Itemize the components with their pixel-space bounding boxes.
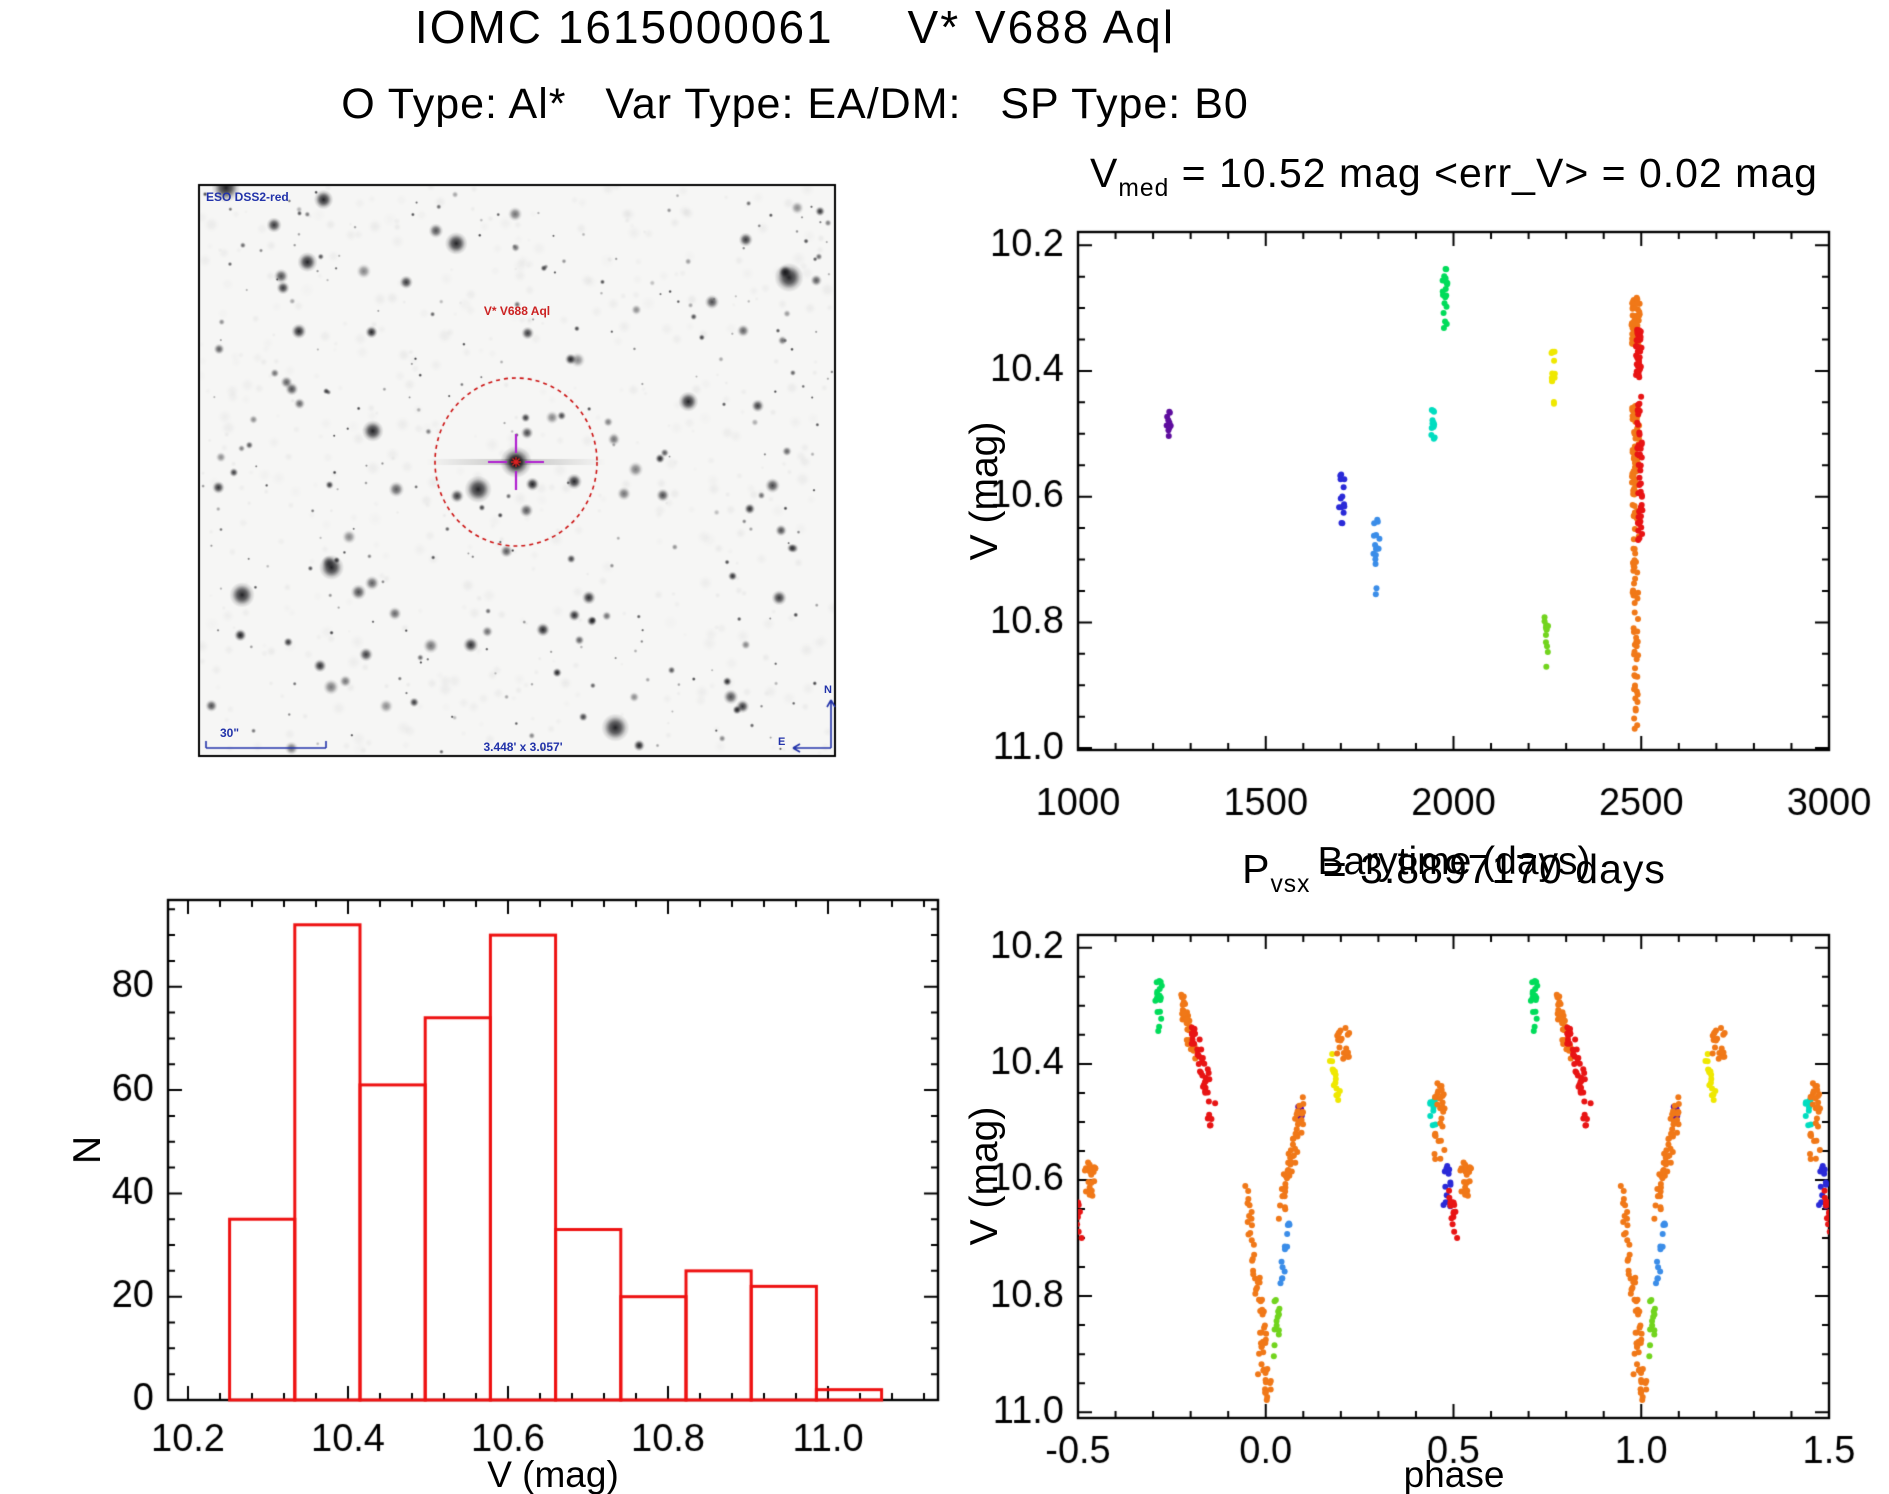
phase-xlabel: phase <box>1403 1454 1505 1494</box>
target-label: V* V688 Aql <box>483 304 551 318</box>
compass-north-label: N <box>824 684 832 696</box>
vmed-subscript: med <box>1118 175 1170 203</box>
pvsx-subscript: vsx <box>1270 871 1311 899</box>
lightcurve-ylabel: V (mag) <box>963 421 1006 561</box>
page-subtitle: O Type: Al* Var Type: EA/DM: SP Type: B0 <box>341 80 1249 128</box>
pvsx-symbol: P <box>1242 846 1271 892</box>
survey-label: ESO DSS2-red <box>206 190 289 204</box>
compass-east-label: E <box>778 736 786 748</box>
histogram-ylabel: N <box>66 1135 109 1165</box>
lightcurve-xlabel: Barytime (days) <box>1317 840 1591 883</box>
phase-ylabel: V (mag) <box>963 1106 1006 1246</box>
scalebar-label: 30" <box>220 726 240 740</box>
phase-title: Pvsx = 3.8897170 days <box>1078 846 1830 897</box>
histogram-xlabel: V (mag) <box>487 1454 619 1494</box>
lightcurve-title-text: = 10.52 mag <err_V> = 0.02 mag <box>1169 150 1818 196</box>
lightcurve-title: Vmed = 10.52 mag <err_V> = 0.02 mag <box>1078 150 1830 201</box>
phase-title-text: = 3.8897170 days <box>1310 846 1666 892</box>
vmed-symbol: V <box>1090 150 1119 196</box>
fov-label: 3.448' x 3.057' <box>483 740 563 754</box>
page-title: IOMC 1615000061 V* V688 Aql <box>414 1 1176 53</box>
